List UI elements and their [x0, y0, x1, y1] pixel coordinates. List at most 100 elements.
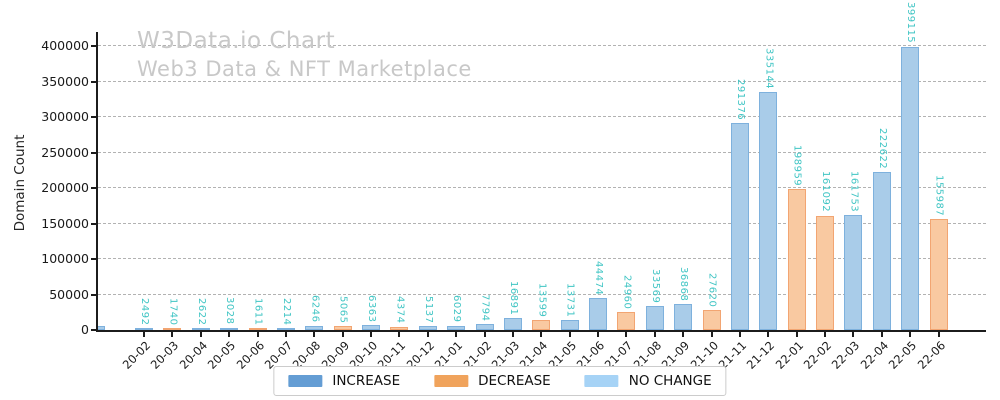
x-tick [511, 332, 514, 337]
bar-value-label-21-01: 6029 [451, 295, 463, 323]
bar-21-11 [730, 123, 749, 330]
x-tick [653, 332, 656, 337]
bar-21-01 [447, 325, 466, 330]
gridline-300000 [98, 116, 986, 117]
bar-22-04 [872, 171, 891, 330]
x-tick [540, 332, 543, 337]
bar-20-09 [333, 326, 352, 330]
bar-value-label-20-10: 6363 [366, 295, 377, 323]
bar-21-10 [702, 310, 721, 330]
bar-value-label-20-09: 5065 [337, 295, 349, 324]
bar-21-12 [759, 92, 778, 330]
bar-value-label-20-02: 2492 [139, 297, 150, 326]
bar-value-label-21-07: 24960 [621, 274, 633, 310]
bar-20-04 [191, 328, 210, 330]
x-tick [682, 332, 685, 337]
y-tick [91, 151, 96, 154]
x-tick [767, 332, 770, 337]
decrease-swatch-icon [434, 375, 469, 387]
x-tick [824, 332, 826, 337]
x-tick [937, 332, 940, 337]
x-tick [909, 332, 912, 337]
x-tick [171, 332, 174, 337]
legend-item-decrease: DECREASE [434, 373, 551, 389]
bar-value-label-21-02: 7794 [479, 294, 491, 322]
x-tick [228, 332, 231, 337]
increase-swatch-icon [288, 375, 323, 387]
x-tick [568, 332, 571, 337]
bar-value-label-21-11: 291376 [734, 78, 746, 121]
legend-item-nochange: NO CHANGE [584, 373, 712, 389]
bar-20-03 [163, 328, 182, 330]
bar-value-label-22-02: 161092 [820, 171, 831, 213]
y-tick-label: 300000 [41, 109, 89, 124]
y-tick-label: 50000 [49, 286, 89, 302]
y-tick [91, 258, 96, 260]
x-tick [738, 332, 741, 337]
y-tick [91, 293, 96, 296]
bar-value-label-21-06: 44474 [593, 261, 604, 296]
bar-value-label-21-03: 16891 [507, 280, 519, 316]
bar-21-09 [674, 303, 693, 330]
y-tick-label: 250000 [41, 144, 89, 160]
bar-value-label-20-07: 2214 [280, 297, 292, 326]
x-tick [284, 332, 287, 337]
bar-value-label-21-10: 27620 [706, 273, 718, 308]
x-tick [370, 332, 372, 337]
bar-value-label-20-05: 3028 [224, 297, 236, 325]
bar-22-03 [844, 215, 863, 330]
bar-21-08 [645, 306, 664, 330]
bar-22-01 [787, 188, 806, 330]
bar-21-05 [560, 320, 579, 330]
bar-22-06 [929, 219, 948, 330]
bar-20-05 [220, 327, 239, 330]
legend-label-nochange: NO CHANGE [628, 373, 712, 389]
plot-area: 0 50000 100000 150000 200000 250000 300000 3500… [41, 2, 986, 372]
bar-value-label-21-09: 36868 [678, 266, 690, 301]
bar-20-02 [135, 328, 153, 330]
gridline-400000 [98, 45, 986, 46]
legend-label-increase: INCREASE [332, 373, 401, 389]
y-tick [91, 116, 96, 118]
gridline-150000 [98, 222, 986, 224]
bar-value-label-20-06: 1611 [252, 298, 264, 326]
bar-value-label-20-03: 1740 [167, 298, 179, 326]
bar-value-label-21-12: 335144 [763, 47, 775, 90]
clipped-partial-bar [98, 326, 105, 330]
gridline-350000 [98, 80, 986, 82]
bar-value-label-22-01: 198959 [791, 144, 803, 186]
bar-value-label-21-04: 13599 [536, 283, 548, 318]
x-tick [625, 332, 628, 337]
bar-21-06 [589, 298, 607, 330]
y-tick-label: 200000 [41, 180, 89, 195]
x-tick [398, 332, 401, 337]
bar-20-07 [276, 328, 295, 330]
y-tick [91, 329, 96, 331]
bar-21-04 [532, 320, 551, 330]
x-tick [426, 332, 429, 337]
x-tick [597, 332, 599, 337]
x-tick [852, 332, 855, 337]
x-tick [256, 332, 259, 337]
x-tick [710, 332, 713, 337]
bar-value-label-22-06: 155987 [933, 175, 945, 217]
bar-22-02 [816, 215, 834, 330]
bar-20-11 [390, 326, 409, 330]
legend-item-increase: INCREASE [288, 373, 400, 389]
bar-value-label-22-03: 161753 [848, 170, 860, 213]
y-tick [91, 80, 96, 83]
bar-value-label-20-12: 5137 [422, 295, 434, 324]
gridline-50000 [98, 293, 986, 295]
bar-22-05 [901, 46, 920, 330]
bar-value-label-20-04: 2622 [195, 297, 207, 326]
x-tick [199, 332, 202, 337]
bar-value-label-22-04: 222622 [876, 127, 888, 169]
y-tick-label: 150000 [41, 215, 89, 231]
bar-21-02 [475, 324, 494, 330]
x-tick [143, 332, 145, 337]
legend: INCREASE DECREASE NO CHANGE [273, 366, 727, 396]
nochange-swatch-icon [584, 375, 619, 387]
y-tick-label: 350000 [41, 73, 89, 89]
x-tick [880, 332, 883, 337]
